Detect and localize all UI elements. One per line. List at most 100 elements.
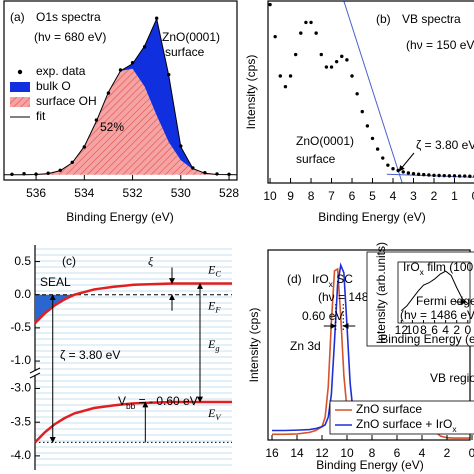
x-tick-label: 0 [472, 189, 474, 203]
x-tick-label: 14 [290, 446, 304, 460]
x-tick-label: 0 [469, 446, 474, 460]
fermi-label-sub: F [214, 306, 221, 315]
inset-annotation: Fermi edge [416, 294, 474, 308]
legend-label: ZnO surface + IrOx [356, 417, 457, 434]
bending-label-text: V [118, 394, 126, 408]
data-point [283, 84, 288, 89]
chart-subtitle: (hν = 150 eV) [406, 38, 474, 52]
legend-label: bulk O [36, 79, 71, 93]
inset-x-axis-label: Binding Energy (eV) [380, 332, 474, 346]
x-tick-label: 534 [74, 186, 94, 200]
data-point [457, 174, 462, 178]
data-point [406, 171, 411, 175]
data-point [94, 118, 99, 122]
data-point [416, 172, 421, 176]
x-tick-label: 8 [308, 189, 315, 203]
x-tick-label: 530 [171, 186, 191, 200]
x-tick-label: 2 [431, 189, 438, 203]
plot-area [4, 16, 237, 176]
plot-frame [3, 0, 238, 181]
chart-subtitle: (hν = 680 eV) [34, 30, 106, 44]
x-tick-label: 8 [369, 446, 376, 460]
y-tick-label: -3.0 [10, 381, 31, 395]
data-point [215, 172, 219, 176]
edge-arrow [398, 152, 415, 172]
panel-label: (c) [62, 254, 76, 268]
inset-title-tail: film (100 nm) [424, 260, 474, 274]
data-point [437, 173, 441, 178]
data-point [447, 174, 452, 178]
data-point [142, 45, 147, 49]
y-axis-label: Intensity (cps) [247, 308, 261, 383]
data-point [427, 173, 431, 177]
data-point [463, 174, 467, 178]
shift-label: 0.60 eV [302, 309, 343, 323]
chart-title: VB spectra [402, 12, 461, 26]
data-point [370, 136, 375, 141]
x-tick-label: 532 [123, 186, 143, 200]
data-point [452, 174, 457, 178]
area-hatch [4, 68, 237, 175]
inset-subtitle: (hν = 1486 eV) [400, 308, 474, 322]
chart-title-sub: x [329, 279, 334, 289]
panel-label: (a) [10, 10, 25, 24]
data-point [345, 58, 349, 62]
x-axis-label: Binding Energy (eV) [316, 458, 423, 472]
legend-label: fit [36, 109, 46, 123]
x-tick-label: 4 [419, 446, 426, 460]
x-tick-label: 7 [328, 189, 335, 203]
inset-title: IrOx film (100 nm) [403, 260, 474, 277]
data-point [22, 172, 26, 176]
data-point [299, 31, 303, 35]
seal-region [35, 294, 75, 324]
axis-break [29, 372, 41, 379]
x-axis-label: Binding Energy (eV) [66, 210, 173, 224]
y-axis-label: Intensity (cps) [244, 55, 258, 130]
data-point [334, 59, 339, 64]
annotation: ZnO(0001) [162, 30, 220, 44]
band-label-sub: V [215, 413, 221, 422]
data-point [130, 60, 135, 65]
data-point [401, 170, 405, 174]
inset-x-tick-label: 2 [453, 323, 460, 337]
data-point [227, 172, 231, 176]
panel-label: (b) [376, 12, 391, 26]
data-point [314, 31, 318, 35]
data-point [324, 65, 329, 69]
legend-label: ZnO surface [356, 402, 422, 416]
annotation: ξ [148, 254, 154, 268]
line [343, 1, 403, 183]
data-point [329, 65, 334, 69]
data-point [273, 34, 277, 39]
plot-area [268, 1, 474, 183]
legend-label-text: ZnO surface + IrO [356, 417, 452, 431]
legend-label: surface OH [36, 94, 97, 108]
inset-x-tick-label: 8 [420, 323, 427, 337]
chart-title: O1s spectra [36, 10, 101, 24]
gap-label: Eg [207, 337, 220, 354]
chart-title-text: IrO [312, 272, 329, 286]
bending-label-tail: = - 0.60 eV [135, 394, 197, 408]
legend-hatch [10, 97, 30, 107]
inset-title-text: IrO [403, 260, 420, 274]
data-point [293, 52, 298, 57]
fermi-label: EF [207, 298, 221, 315]
x-tick-label: 1 [451, 189, 458, 203]
legend-frame [329, 400, 474, 435]
inset-x-tick-label: 6 [431, 323, 438, 337]
annotation: SEAL [40, 275, 71, 289]
annotation: 52% [100, 120, 124, 134]
plot-frame [267, 0, 474, 184]
data-point [365, 124, 370, 128]
x-tick-label: 5 [369, 189, 376, 203]
data-point [355, 92, 359, 96]
x-tick-label: 6 [394, 446, 401, 460]
annotation: surface [165, 45, 205, 59]
bending-label: Vbb = - 0.60 eV [118, 394, 198, 411]
data-point [340, 54, 344, 59]
annotation: VB region [430, 371, 474, 385]
data-point [167, 72, 171, 77]
x-tick-label: 12 [315, 446, 329, 460]
